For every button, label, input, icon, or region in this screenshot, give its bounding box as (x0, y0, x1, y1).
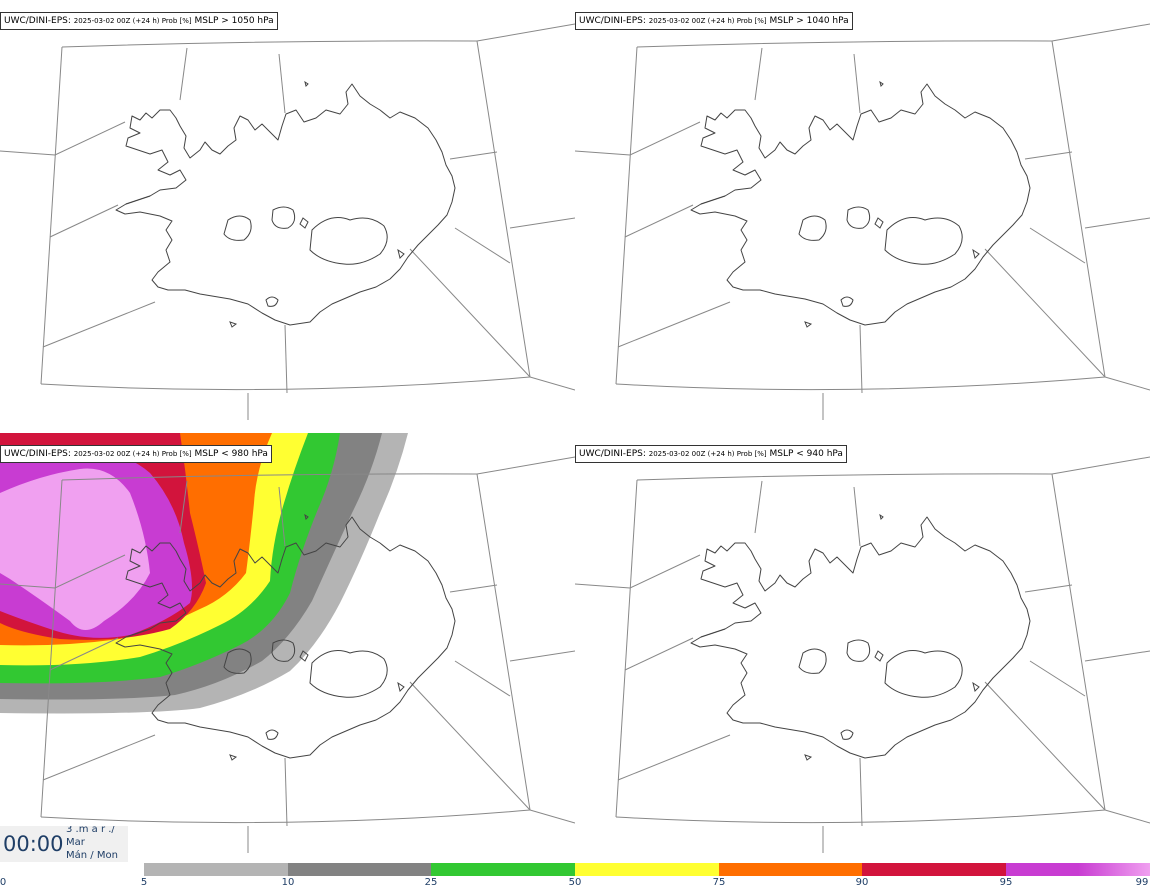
model-name: UWC/DINI-EPS (4, 449, 68, 459)
legend-tick: 75 (712, 877, 726, 888)
legend-segment (288, 863, 431, 876)
valid-time-box: 00:00 3 .m a r ./ Mar Mán / Mon (0, 826, 128, 862)
map-canvas (0, 23, 575, 420)
legend-tick: 99 (1135, 877, 1149, 888)
legend-segment (862, 863, 1006, 876)
legend-tick: 10 (281, 877, 295, 888)
model-name: UWC/DINI-EPS (579, 449, 643, 459)
map-canvas (575, 23, 1150, 420)
parameter-label: MSLP < 980 hPa (194, 449, 268, 459)
valid-time-line-3: Mán / Mon (66, 850, 118, 861)
run-meta: 2025-03-02 00Z (+24 h) Prob [%] (648, 17, 767, 25)
legend-segment (1006, 863, 1078, 876)
model-name: UWC/DINI-EPS (4, 16, 68, 26)
legend-segment (575, 863, 719, 876)
valid-time-line-1: 3 .m a r ./ (66, 826, 115, 835)
map-panel-2: UWC/DINI-EPS: 2025-03-02 00Z (+24 h) Pro… (575, 0, 1150, 420)
valid-time-clock: 00:00 (3, 832, 64, 856)
model-name: UWC/DINI-EPS (579, 16, 643, 26)
panel-title: UWC/DINI-EPS: 2025-03-02 00Z (+24 h) Pro… (575, 445, 847, 463)
legend-segment (1078, 863, 1150, 876)
valid-time-date: 3 .m a r ./ Mar Mán / Mon (66, 826, 118, 862)
run-meta: 2025-03-02 00Z (+24 h) Prob [%] (73, 450, 192, 458)
probability-field (0, 433, 408, 714)
map-panel-3: UWC/DINI-EPS: 2025-03-02 00Z (+24 h) Pro… (0, 433, 575, 853)
map-panel-4: UWC/DINI-EPS: 2025-03-02 00Z (+24 h) Pro… (575, 433, 1150, 853)
legend-tick: 90 (855, 877, 869, 888)
panel-title: UWC/DINI-EPS: 2025-03-02 00Z (+24 h) Pro… (575, 12, 853, 30)
legend-segment (431, 863, 575, 876)
panel-title: UWC/DINI-EPS: 2025-03-02 00Z (+24 h) Pro… (0, 12, 278, 30)
legend-colorbar (144, 863, 1150, 876)
valid-time-line-2: Mar (66, 837, 85, 848)
legend-tick: 95 (999, 877, 1013, 888)
legend-tick: 25 (424, 877, 438, 888)
legend-tick: 50 (568, 877, 582, 888)
map-canvas (0, 433, 575, 853)
run-meta: 2025-03-02 00Z (+24 h) Prob [%] (73, 17, 192, 25)
legend-tick: 0 (0, 877, 7, 888)
legend-segment (719, 863, 862, 876)
prob-99-100 (0, 468, 150, 630)
legend-tick: 5 (140, 877, 148, 888)
map-panel-1: UWC/DINI-EPS: 2025-03-02 00Z (+24 h) Pro… (0, 0, 575, 420)
legend-segment (144, 863, 288, 876)
run-meta: 2025-03-02 00Z (+24 h) Prob [%] (648, 450, 767, 458)
map-canvas (575, 456, 1150, 853)
parameter-label: MSLP < 940 hPa (769, 449, 843, 459)
panel-title: UWC/DINI-EPS: 2025-03-02 00Z (+24 h) Pro… (0, 445, 272, 463)
parameter-label: MSLP > 1040 hPa (769, 16, 849, 26)
parameter-label: MSLP > 1050 hPa (194, 16, 274, 26)
